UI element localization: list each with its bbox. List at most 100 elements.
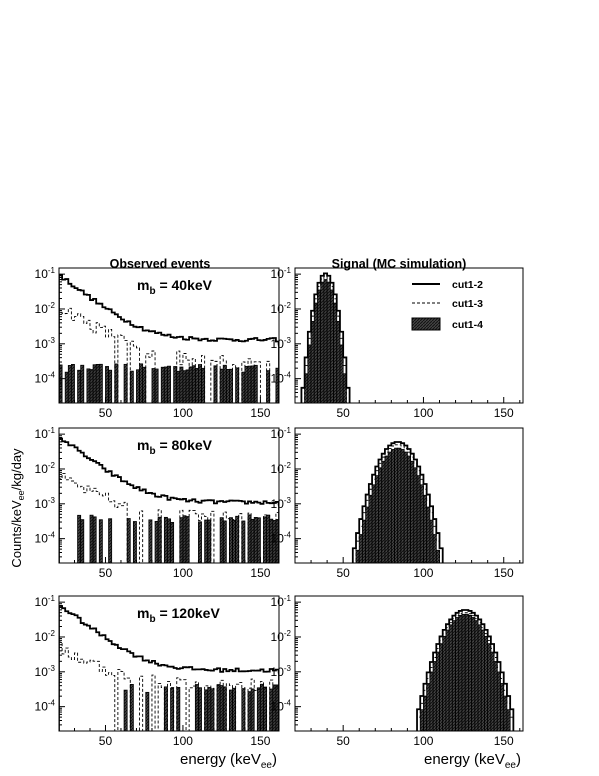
bar-cut1-4-45 <box>439 643 444 731</box>
bar-cut1-4-60 <box>487 643 492 731</box>
bar-cut1-4-40 <box>182 515 187 563</box>
bar-cut1-4-13 <box>98 363 103 403</box>
bar-cut1-4-36 <box>170 687 175 731</box>
bar-cut1-4-51 <box>458 614 463 731</box>
bar-cut1-4-21 <box>123 363 128 403</box>
bar-cut1-4-64 <box>256 517 261 563</box>
bar-cut1-4-54 <box>225 368 230 403</box>
bar-cut1-4-53 <box>222 364 227 403</box>
bar-cut1-4-67 <box>266 514 271 563</box>
panel-2: 50 100 150 10-1 10-2 10-3 10-4 <box>271 266 524 420</box>
bar-cut1-4-27 <box>381 460 386 563</box>
bar-cut1-4-53 <box>464 613 469 731</box>
histograms <box>59 605 279 731</box>
histograms <box>300 272 351 403</box>
x-tick-label: 150 <box>494 406 514 420</box>
bar-cut1-4-66 <box>506 709 511 731</box>
bar-cut1-4-52 <box>219 368 224 403</box>
bar-cut1-4-67 <box>266 370 271 403</box>
y-tick-label: 10-4 <box>35 531 56 546</box>
plot-frame <box>294 267 524 404</box>
y-tick-label: 10-3 <box>271 496 292 511</box>
bar-cut1-4-53 <box>222 520 227 563</box>
bar-cut1-4-62 <box>250 518 255 563</box>
bar-cut1-4-32 <box>157 516 162 563</box>
bar-cut1-4-31 <box>154 520 159 563</box>
bar-cut1-4-2 <box>64 371 69 403</box>
bar-cut1-4-16 <box>108 518 113 563</box>
bar-cut1-4-56 <box>474 620 479 731</box>
y-tick-label: 10-2 <box>35 461 56 476</box>
plot-frame <box>58 427 280 564</box>
bar-cut1-4-48 <box>207 519 212 563</box>
bar-cut1-4-36 <box>170 521 175 563</box>
bar-cut1-4-61 <box>490 651 495 731</box>
column-title-observed: Observed events <box>110 257 211 271</box>
bar-cut1-4-61 <box>247 691 252 731</box>
bar-cut1-4-42 <box>188 366 193 403</box>
panel-4: 50 100 150 10-1 10-2 10-3 10-4 <box>271 426 524 580</box>
bar-cut1-4-47 <box>445 629 450 731</box>
y-tick-label: 10-3 <box>271 336 292 351</box>
bar-cut1-4-46 <box>201 367 206 403</box>
bar-cut1-4-26 <box>139 363 144 403</box>
bar-cut1-4-50 <box>213 365 218 403</box>
y-tick-label: 10-1 <box>35 266 56 281</box>
bar-cut1-4-23 <box>129 684 134 731</box>
bar-cut1-4-57 <box>235 367 240 403</box>
bar-cut1-4-45 <box>198 521 202 563</box>
bar-cut1-4-62 <box>250 365 255 403</box>
legend-swatch-cut1-4 <box>411 317 441 331</box>
legend-label-cut1-3: cut1-3 <box>452 298 483 310</box>
bar-cut1-4-60 <box>244 366 249 403</box>
bar-cut1-4-36 <box>410 460 415 563</box>
bar-cut1-4-45 <box>198 364 202 403</box>
y-tick-label: 10-2 <box>35 629 56 644</box>
y-tick-label: 10-4 <box>271 371 292 386</box>
bar-cut1-4-35 <box>406 455 412 563</box>
bar-cut1-4-59 <box>241 371 246 403</box>
bar-cut1-4-43 <box>191 365 196 403</box>
line-cut1-3 <box>355 444 440 563</box>
x-tick-label: 100 <box>413 406 433 420</box>
plot-frame <box>294 427 524 564</box>
bar-cut1-4-44 <box>194 684 199 731</box>
bar-cut1-4-23 <box>368 494 373 563</box>
bar-cut1-4-25 <box>374 475 379 563</box>
x-axis-label-right: energy (keVee) <box>424 751 521 771</box>
bar-cut1-4-7 <box>80 364 85 403</box>
x-tick-label: 50 <box>336 734 350 748</box>
histograms <box>416 609 515 731</box>
bar-cut1-4-3 <box>67 365 72 403</box>
x-tick-label: 50 <box>99 566 113 580</box>
bar-cut1-4-24 <box>132 521 137 563</box>
x-tick-label: 150 <box>494 566 514 580</box>
x-tick-label: 50 <box>99 406 113 420</box>
bar-cut1-4-30 <box>390 449 395 563</box>
bar-cut1-4-52 <box>219 685 224 731</box>
bar-cut1-4-38 <box>176 370 181 403</box>
plot-frame <box>294 595 524 732</box>
bar-cut1-4-44 <box>435 651 440 731</box>
bar-cut1-4-54 <box>468 614 473 731</box>
bar-cut1-4-31 <box>154 368 159 403</box>
bar-cut1-4-6 <box>313 302 318 403</box>
y-tick-label: 10-1 <box>271 426 292 441</box>
plot-frame <box>58 267 280 404</box>
bar-cut1-4-47 <box>204 689 209 731</box>
bar-cut1-4-59 <box>241 688 246 731</box>
bar-cut1-4-64 <box>256 687 261 731</box>
line-cut1-3 <box>59 472 279 563</box>
bar-cut1-4-41 <box>185 369 190 403</box>
bar-cut1-4-32 <box>397 447 402 563</box>
bar-cut1-4-35 <box>167 365 171 403</box>
x-tick-label: 100 <box>413 734 433 748</box>
y-tick-label: 10-2 <box>271 629 292 644</box>
panel-5: 50 100 150 10-1 10-2 10-3 10-4 mb = 120keV <box>35 594 280 748</box>
bar-cut1-4-38 <box>416 475 421 563</box>
y-tick-label: 10-3 <box>271 664 292 679</box>
bar-cut1-4-12 <box>95 363 100 403</box>
bar-cut1-4-57 <box>235 515 240 563</box>
x-tick-label: 150 <box>250 566 270 580</box>
